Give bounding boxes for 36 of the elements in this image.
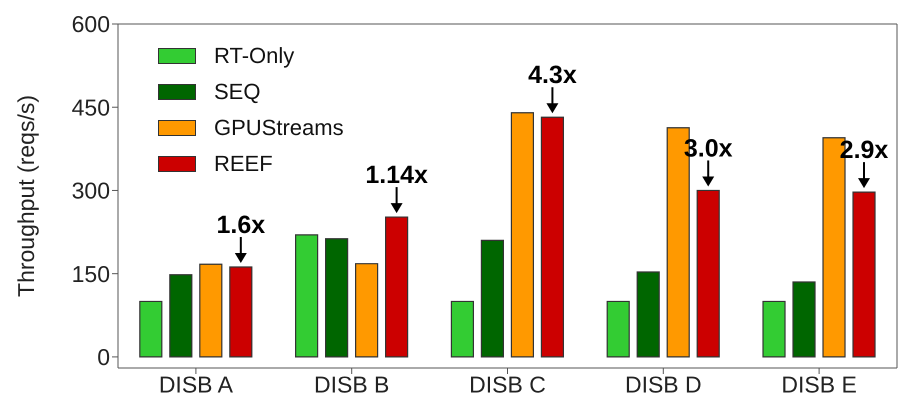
x-tick-label: DISB A	[158, 371, 234, 398]
y-tick-label: 600	[72, 11, 110, 38]
bar	[355, 263, 378, 358]
bar	[385, 216, 408, 358]
bar	[169, 274, 192, 358]
bar	[636, 271, 660, 358]
x-tick-label: DISB B	[314, 371, 390, 398]
y-tick-label: 300	[72, 178, 110, 204]
legend-label: REEF	[214, 151, 273, 177]
legend-label: GPUStreams	[214, 115, 344, 141]
x-tick-label: DISB C	[469, 371, 546, 398]
bar	[762, 300, 786, 358]
bar	[510, 112, 534, 358]
bar	[696, 190, 720, 358]
legend-label: RT-Only	[214, 43, 294, 69]
x-tick-label: DISB E	[781, 371, 857, 398]
bar	[450, 300, 474, 358]
bar	[139, 300, 162, 358]
annotation: 1.6x	[216, 211, 266, 240]
x-tick-label: DISB D	[624, 371, 702, 398]
annotation: 1.14x	[365, 161, 428, 190]
bar	[199, 264, 222, 358]
y-tick-label: 150	[72, 260, 110, 287]
y-tick-label: 0	[97, 344, 110, 370]
bar	[229, 266, 252, 358]
y-tick-label: 450	[72, 94, 110, 120]
bar	[295, 234, 318, 358]
bar	[540, 116, 564, 358]
bar	[480, 240, 504, 358]
y-axis-title: Throughput (reqs/s)	[13, 95, 40, 297]
bar	[325, 238, 348, 358]
bar	[792, 281, 816, 358]
annotation: 4.3x	[528, 61, 577, 90]
bar	[852, 192, 876, 358]
legend-label: SEQ	[214, 79, 260, 105]
bar	[606, 300, 630, 358]
